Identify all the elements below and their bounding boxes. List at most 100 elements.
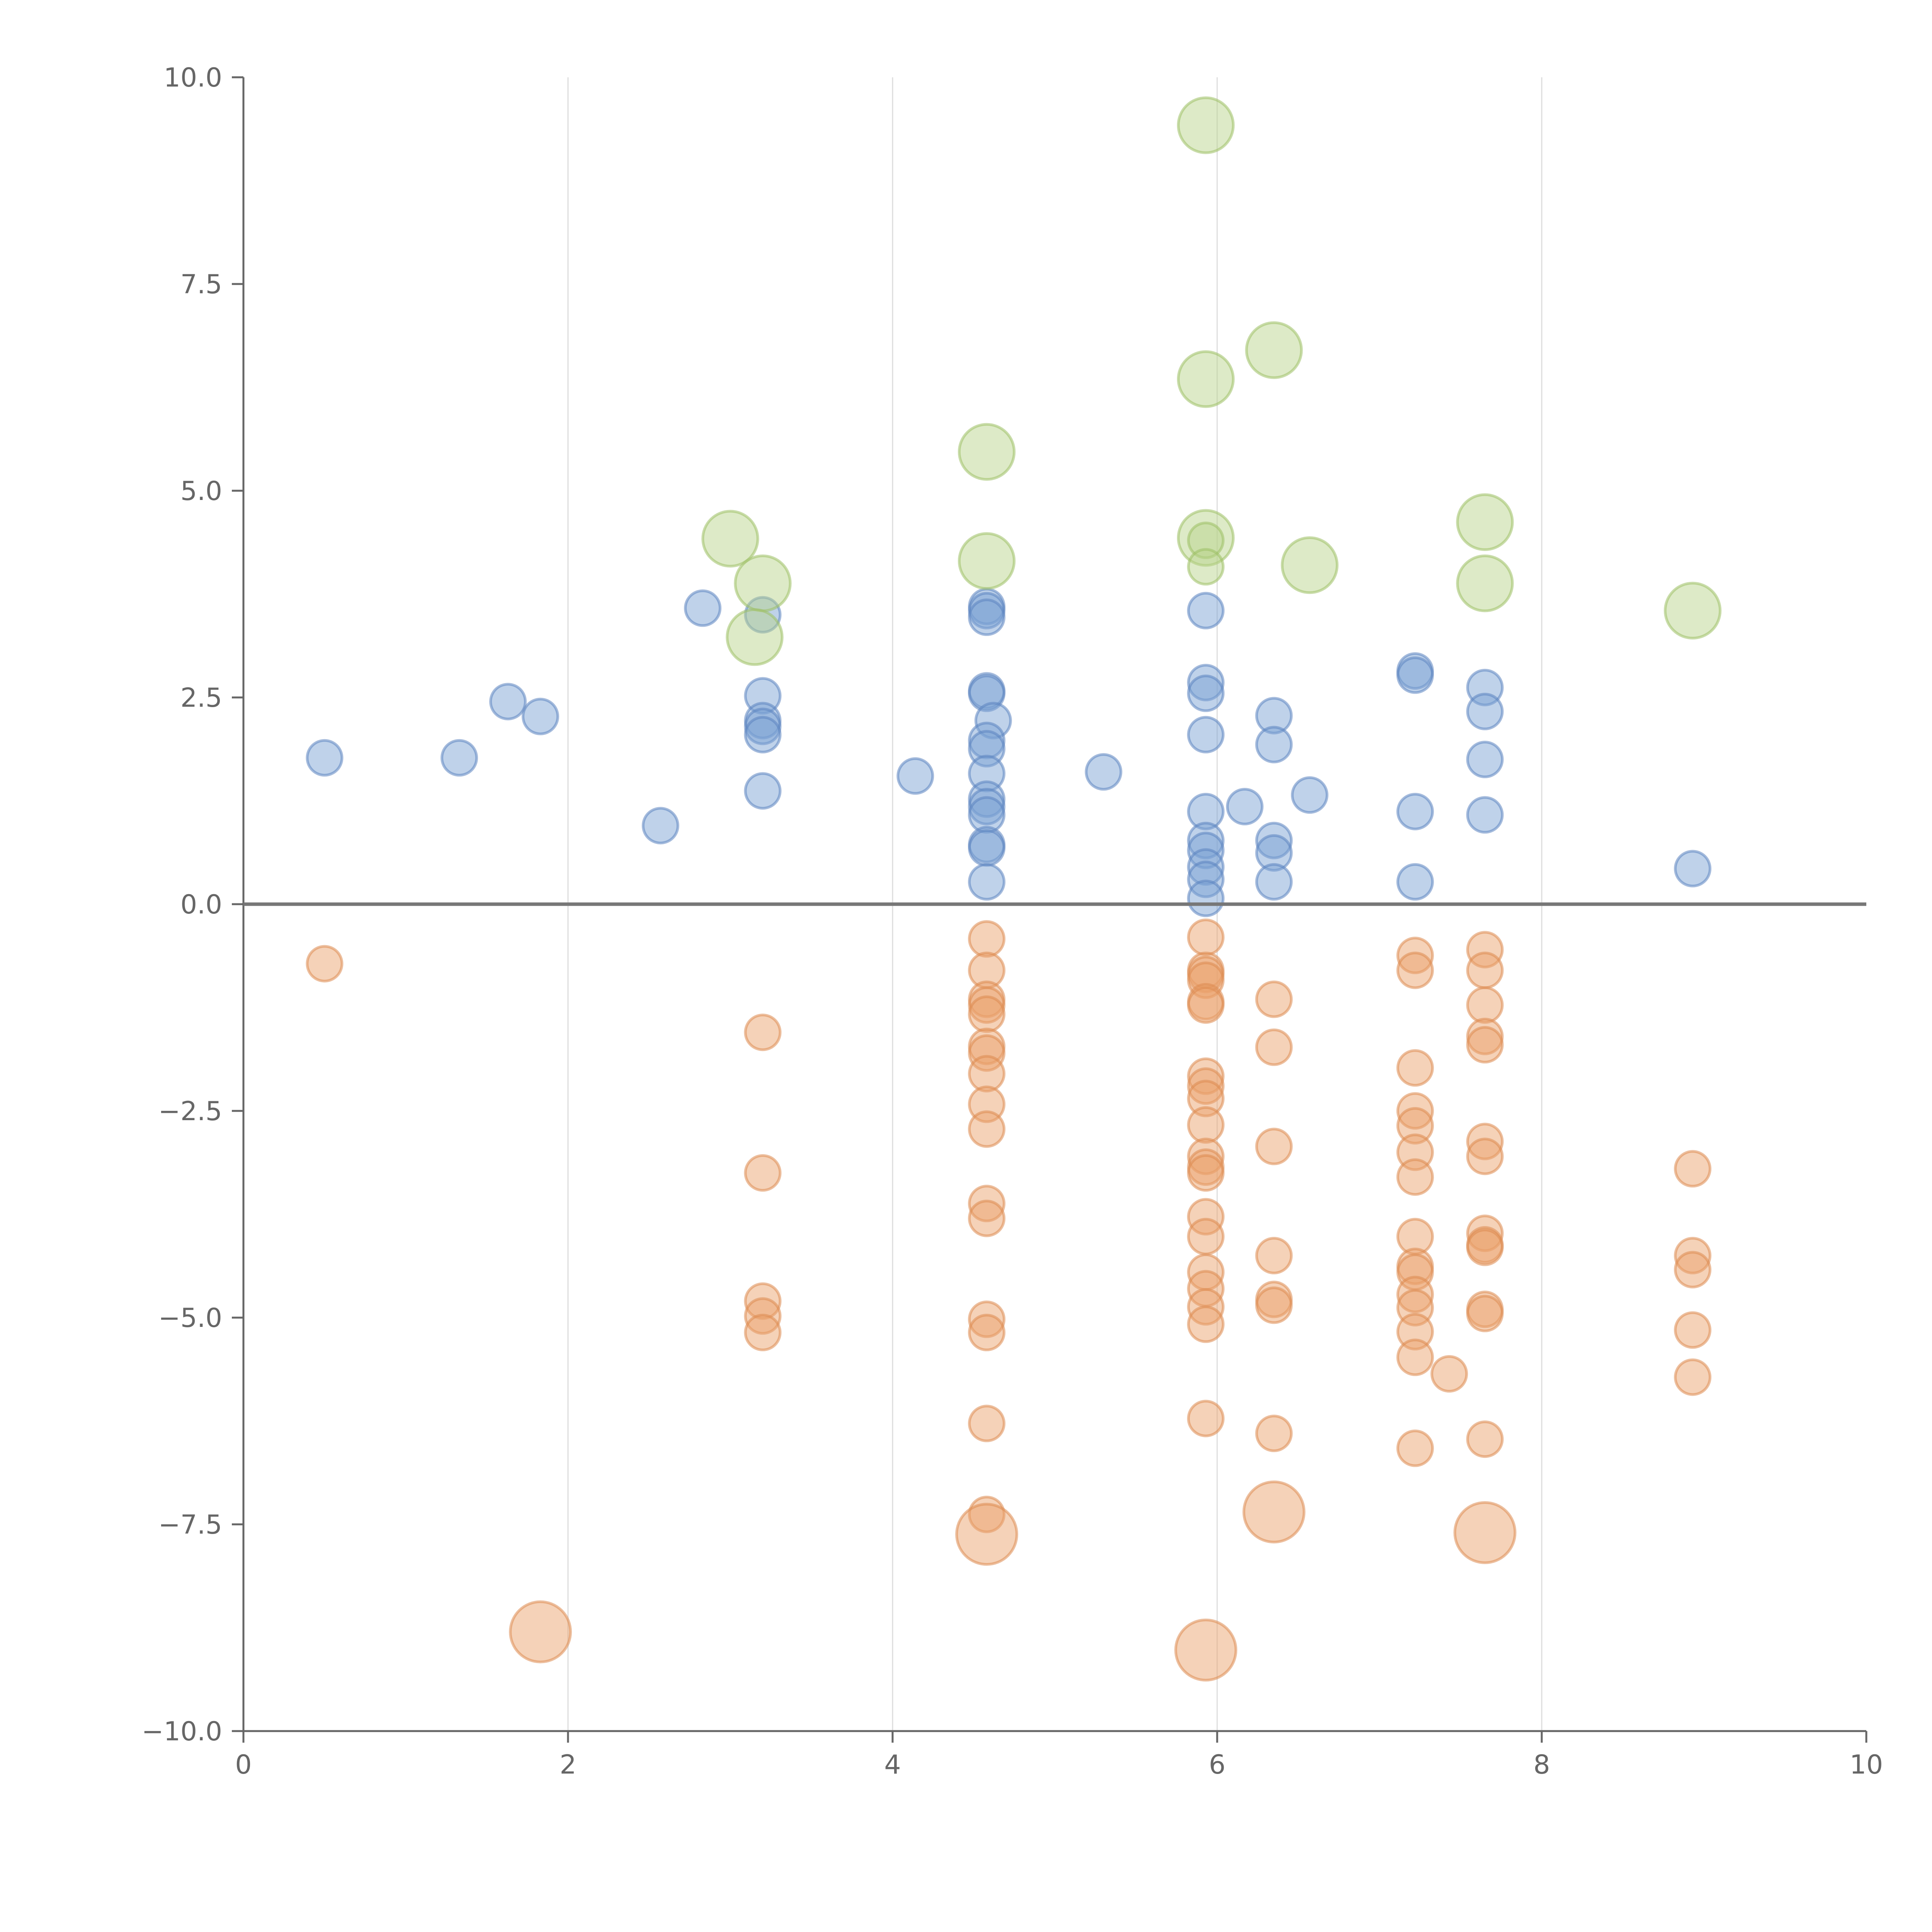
bubble-point bbox=[1453, 1501, 1517, 1564]
bubble-point bbox=[968, 796, 1006, 834]
bubble-point bbox=[968, 1300, 1006, 1338]
bubble-point bbox=[1174, 1618, 1238, 1682]
bubble-point bbox=[1255, 980, 1293, 1018]
bubble-point bbox=[1466, 692, 1504, 730]
bubble-point bbox=[1187, 879, 1225, 917]
bubble-point bbox=[896, 757, 934, 795]
bubble-point bbox=[744, 1014, 782, 1051]
bubble-point bbox=[1466, 986, 1504, 1024]
bubble-point bbox=[1396, 656, 1434, 694]
bubble-point bbox=[1226, 787, 1264, 825]
bubble-point bbox=[744, 596, 782, 634]
bubble-point bbox=[744, 1314, 782, 1352]
bubble-point bbox=[1396, 1338, 1434, 1376]
bubble-point bbox=[1187, 1080, 1225, 1117]
bubble-point bbox=[1187, 848, 1225, 886]
bubble-point bbox=[1466, 741, 1504, 778]
bubble-point bbox=[1177, 350, 1235, 408]
bubble-point bbox=[1396, 863, 1434, 901]
bubble-point bbox=[1466, 1026, 1504, 1064]
bubble-point bbox=[1187, 918, 1225, 956]
bubble-point bbox=[1466, 796, 1504, 834]
bubble-point bbox=[1187, 821, 1225, 859]
bubble-point bbox=[306, 739, 344, 777]
bubble-point bbox=[1187, 1106, 1225, 1144]
bubble-point bbox=[968, 1199, 1006, 1237]
x-tick-label: 4 bbox=[884, 1750, 901, 1780]
y-tick-label: 2.5 bbox=[180, 683, 222, 713]
axes bbox=[242, 77, 1866, 1732]
bubble-point bbox=[1430, 1355, 1468, 1393]
bubble-point bbox=[1187, 1305, 1225, 1343]
bubble-point bbox=[1187, 1067, 1225, 1105]
bubble-point bbox=[1255, 1415, 1293, 1452]
bubble-point bbox=[1255, 1286, 1293, 1324]
bubble-point bbox=[1396, 1092, 1434, 1130]
x-tick-label: 6 bbox=[1209, 1750, 1225, 1780]
y-tick-label: 5.0 bbox=[180, 476, 222, 507]
bubble-point bbox=[1396, 793, 1434, 830]
bubble-point bbox=[957, 423, 1016, 481]
x-tick-label: 8 bbox=[1533, 1750, 1550, 1780]
bubble-point bbox=[1255, 1028, 1293, 1066]
bubble-point bbox=[1187, 793, 1225, 830]
y-tick-label: −2.5 bbox=[158, 1096, 222, 1127]
bubble-point bbox=[1187, 663, 1225, 701]
bubble-point bbox=[1396, 951, 1434, 989]
bubble-point bbox=[974, 702, 1012, 740]
bubble-point bbox=[1466, 1420, 1504, 1458]
bubble-point bbox=[522, 697, 560, 735]
bubble-point bbox=[1456, 493, 1514, 551]
bubble-point bbox=[744, 716, 782, 753]
bubble-point bbox=[968, 755, 1006, 793]
bubble-point bbox=[726, 608, 784, 666]
bubble-point bbox=[1396, 1049, 1434, 1087]
bubble-point bbox=[968, 1185, 1006, 1223]
bubble-point bbox=[1466, 1294, 1504, 1332]
x-tick-label: 10 bbox=[1850, 1750, 1883, 1780]
bubble-point bbox=[641, 807, 679, 845]
bubble-point bbox=[1456, 554, 1514, 612]
bubble-point bbox=[968, 920, 1006, 958]
bubble-point bbox=[1674, 850, 1712, 888]
y-tick-label: −5.0 bbox=[158, 1303, 222, 1333]
bubble-point bbox=[734, 554, 792, 612]
bubble-point bbox=[968, 863, 1006, 901]
bubble-point bbox=[1674, 1237, 1712, 1274]
bubble-point bbox=[1396, 1276, 1434, 1313]
bubble-point bbox=[1187, 1198, 1225, 1236]
bubble-point bbox=[1466, 1214, 1504, 1252]
bubble-point bbox=[968, 1314, 1006, 1352]
bubble-point bbox=[1466, 1228, 1504, 1266]
bubble-point bbox=[1245, 321, 1303, 379]
bubble-point bbox=[968, 995, 1006, 1033]
bubble-point bbox=[968, 721, 1006, 759]
bubble-point bbox=[1255, 1128, 1293, 1165]
x-tick-label: 2 bbox=[560, 1750, 576, 1780]
bubble-point bbox=[1177, 96, 1235, 154]
bubble-point bbox=[955, 1503, 1019, 1566]
bubble-point bbox=[489, 683, 527, 721]
bubble-point bbox=[968, 1110, 1006, 1148]
bubble-point bbox=[1674, 1311, 1712, 1349]
bubble-point bbox=[1187, 674, 1225, 712]
y-tick-label: 0.0 bbox=[180, 889, 222, 920]
bubble-point bbox=[1466, 1017, 1504, 1055]
bubble-point bbox=[744, 772, 782, 810]
bubble-point bbox=[1255, 697, 1293, 735]
bubble-point bbox=[1466, 1122, 1504, 1160]
bubble-point bbox=[1255, 821, 1293, 859]
bubble-point bbox=[744, 707, 782, 745]
bubble-point bbox=[1281, 536, 1339, 594]
y-tick-label: −10.0 bbox=[142, 1716, 222, 1747]
bubble-point bbox=[1255, 834, 1293, 872]
bubble-point bbox=[1291, 776, 1328, 814]
bubble-point bbox=[968, 598, 1006, 636]
bubble-point bbox=[1396, 1158, 1434, 1196]
bubble-point bbox=[1187, 592, 1225, 629]
bubble-point bbox=[1674, 1251, 1712, 1289]
bubble-point bbox=[744, 1282, 782, 1320]
bubble-point bbox=[1674, 1358, 1712, 1396]
bubble-point bbox=[1187, 1400, 1225, 1437]
bubble-point bbox=[1187, 548, 1225, 586]
